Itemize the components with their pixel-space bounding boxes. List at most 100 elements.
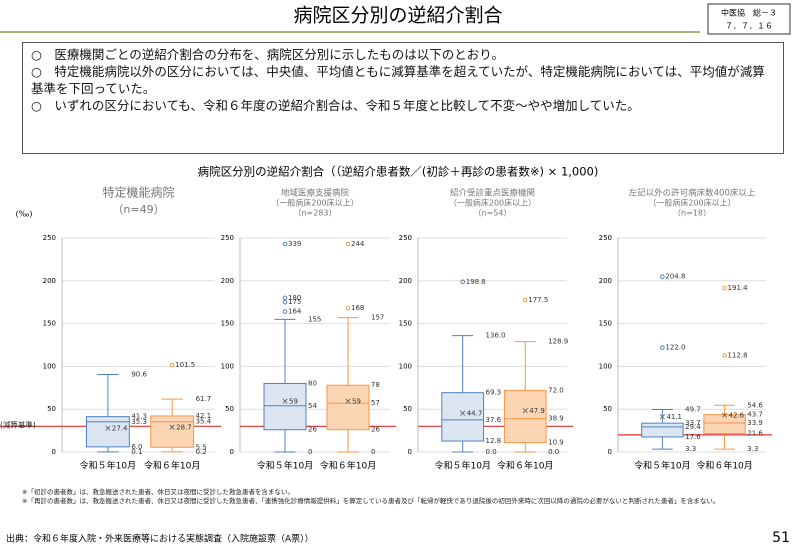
doc-box: [707, 3, 791, 35]
y-tick-label: 150: [399, 320, 412, 328]
mean-marker: ×: [522, 406, 530, 416]
outlier-label: 177.5: [528, 296, 548, 304]
outlier: [345, 305, 351, 311]
y-tick-label: 50: [47, 405, 56, 413]
outlier: [660, 345, 665, 350]
value-label: 3.3: [747, 445, 758, 453]
x-tick-label: 令和６年10月: [497, 460, 553, 472]
y-tick-label: 200: [221, 277, 234, 285]
y-tick-label: 50: [603, 405, 612, 413]
outlier-label: 198.8: [466, 278, 486, 286]
outlier-label: 168: [351, 304, 364, 312]
mean-marker: ×: [659, 412, 667, 422]
outlier-label: 204.8: [665, 273, 685, 281]
mean-label: 42.6: [729, 412, 745, 420]
y-tick-label: 100: [599, 362, 612, 370]
page-number: 51: [772, 530, 790, 546]
y-tick-label: 250: [399, 234, 412, 242]
y-tick-label: 0: [52, 448, 56, 456]
panel-subtitle: （n=18）: [673, 209, 711, 218]
outlier: [460, 279, 466, 285]
value-label: 26: [308, 426, 317, 434]
box: [503, 389, 547, 444]
outlier-label: 164: [288, 308, 302, 316]
y-tick-label: 50: [225, 405, 234, 413]
value-label: 17.6: [685, 433, 701, 441]
outlier: [169, 362, 175, 368]
outlier: [345, 241, 351, 247]
y-tick-label: 250: [43, 234, 56, 242]
value-label: 12.8: [486, 437, 502, 445]
bullet-box: ○ 医療機関ごとの逆紹介割合の分布を、病院区分別に示したものは以下のとおり。 ○ …: [22, 42, 784, 154]
value-label: 6.0: [131, 443, 142, 451]
page-title: 病院区分別の逆紹介割合: [293, 5, 502, 27]
outlier: [282, 295, 288, 301]
y-tick-label: 200: [43, 277, 56, 285]
outlier-label: 101.5: [175, 361, 195, 369]
value-label: 0: [308, 448, 312, 456]
mean-marker: ×: [344, 397, 352, 407]
outlier: [282, 241, 288, 247]
value-label: 35.4: [196, 418, 212, 426]
y-tick-label: 250: [599, 234, 612, 242]
value-label: 0.1: [131, 448, 142, 456]
value-label: 0.2: [196, 448, 207, 456]
panel-subtitle: （n=49）: [112, 203, 164, 216]
mean-marker: ×: [721, 411, 729, 421]
value-label: 0.0: [548, 448, 559, 456]
doc-id: 中医協 総－３: [721, 8, 777, 18]
value-label: 38.9: [548, 415, 564, 423]
y-tick-label: 100: [399, 362, 412, 370]
outlier: [722, 353, 727, 358]
outlier: [660, 274, 665, 279]
box: [263, 383, 307, 431]
x-tick-label: 令和５年10月: [80, 460, 136, 472]
outlier-label: 191.4: [728, 284, 749, 292]
y-tick-label: 0: [230, 448, 234, 456]
panel-subtitle: （n=283）: [293, 209, 336, 218]
y-tick-label: 0: [408, 448, 412, 456]
value-label: 69.3: [486, 389, 502, 397]
value-label: 0: [371, 448, 375, 456]
x-tick-label: 令和５年10月: [634, 460, 690, 472]
outlier: [722, 285, 727, 291]
panel-title: 左記以外の許可病床数400床以上: [629, 188, 756, 199]
bullet: ○ いずれの区分においても、令和６年度の逆紹介割合は、令和５年度と比較して不変～…: [31, 98, 640, 113]
mean-label: 28.7: [176, 423, 192, 431]
value-label: 26: [371, 426, 380, 434]
value-label: 54: [308, 402, 317, 410]
value-label: 90.6: [131, 370, 147, 378]
y-tick-label: 100: [43, 362, 56, 370]
note: ※「再診の患者数」は、救急搬送された患者、休日又は夜間に受診した救急患者、「連携…: [22, 497, 720, 505]
value-label: 72.0: [548, 386, 564, 394]
value-label: 57: [371, 399, 380, 407]
outlier-label: 175: [288, 298, 301, 306]
value-label: 33.9: [747, 419, 763, 427]
outlier-label: 112.8: [728, 351, 748, 359]
value-label: 49.7: [685, 405, 701, 413]
x-tick-label: 令和６年10月: [696, 460, 752, 472]
value-label: 157: [371, 314, 384, 322]
x-tick-label: 令和５年10月: [257, 460, 313, 472]
mean-label: 59: [352, 397, 361, 405]
panel-title: 紹介受診重点医療機関: [450, 188, 535, 199]
y-tick-label: 0: [608, 448, 612, 456]
box: [441, 392, 485, 442]
value-label: 128.9: [548, 338, 568, 346]
mean-marker: ×: [104, 424, 112, 434]
outlier-label: 339: [288, 240, 301, 248]
y-tick-label: 150: [221, 320, 234, 328]
doc-date: ７．７．１６: [725, 22, 773, 31]
x-tick-label: 令和６年10月: [320, 460, 376, 472]
value-label: 33.7: [685, 419, 701, 427]
mean-label: 59: [289, 397, 298, 405]
panel-subtitle: （一般病床200床以上）: [449, 198, 536, 208]
outlier-label: 244: [351, 240, 365, 248]
y-tick-label: 250: [221, 234, 234, 242]
panel-title: 地域医療支援病院: [281, 188, 350, 199]
value-label: 0.0: [486, 448, 497, 456]
value-label: 80: [308, 380, 317, 388]
outlier: [522, 297, 528, 303]
